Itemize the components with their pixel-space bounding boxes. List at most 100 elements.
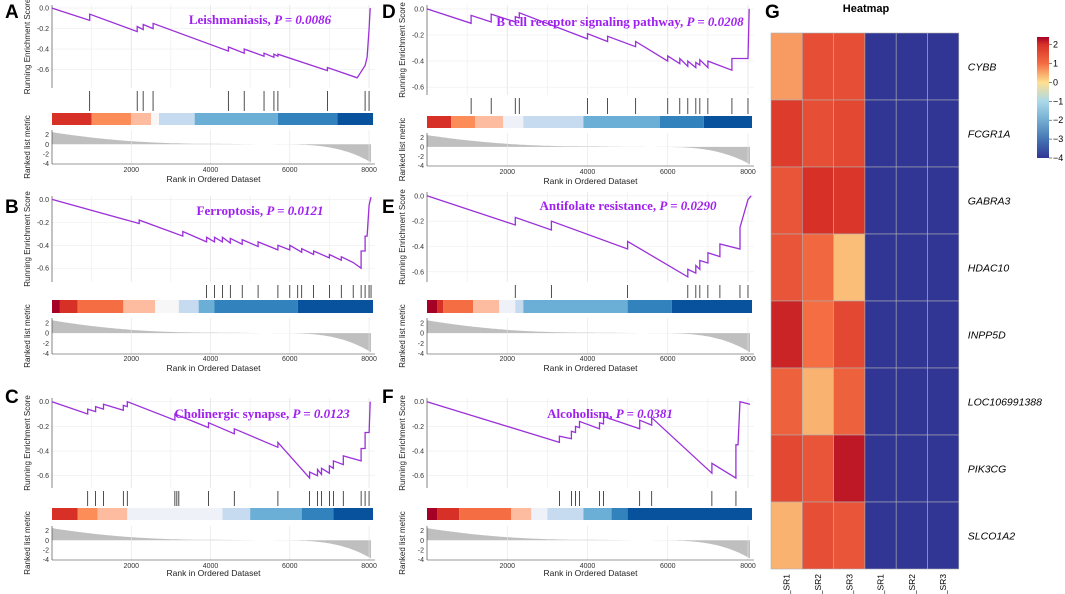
rank-colorbar-segment [77,508,98,520]
panel-letter: F [382,387,394,408]
heatmap-cell [833,300,866,369]
x-tick-label: 8000 [361,563,377,570]
rank-colorbar-segment [659,116,704,128]
heatmap-panel: G Heatmap CYBB FCGR1A GABRA3 HDAC10 INPP5D LOC1… [765,2,1063,594]
y-axis-title-es: Running Enrichment Score [23,0,32,94]
panel-letter: E [382,197,395,218]
gsea-panel-c: C 0.0 -0.2 -0.4 -0.6 2 0 -2 -4 2000 4000 6000 8000 Ra… [5,387,377,578]
es-tick-label: -0.6 [412,85,424,92]
rank-colorbar-segment [671,300,752,313]
heatmap-row-label: INPP5D [968,330,1006,342]
chart-title-p: P = 0.0208 [687,14,745,29]
heatmap-col-label: P_SR1 [876,574,886,594]
panel-letter: B [5,197,19,218]
rank-colorbar-segment [547,508,584,520]
heatmap-cell [864,166,897,235]
es-tick-label: -0.4 [412,244,424,251]
heatmap-cell [801,367,834,436]
x-tick-label: 2000 [499,169,515,176]
metric-tick-label: -2 [418,547,424,554]
heatmap-cell [927,32,960,101]
y-axis-title-metric: Ranked list metric [398,304,407,368]
heatmap-cell [833,367,866,436]
chart-title-name: Antifolate resistance, [539,198,659,213]
rank-colorbar-segment [123,300,156,313]
rank-colorbar-segment [515,300,524,313]
y-axis-title-metric: Ranked list metric [398,511,407,575]
rank-colorbar-segment [475,116,504,128]
metric-tick-label: 2 [420,320,424,327]
es-tick-label: -0.2 [412,219,424,226]
metric-tick-label: 2 [45,132,49,139]
es-tick-label: 0.0 [39,197,49,204]
rank-colorbar-segment [333,508,374,520]
heatmap-cell [801,501,834,570]
es-tick-label: -0.2 [412,33,424,40]
x-tick-label: 8000 [740,356,756,363]
heatmap-cell [927,166,960,235]
rank-colorbar-segment [250,508,302,520]
rank-colorbar-segment [297,300,374,313]
rank-colorbar-segment [427,508,438,520]
running-es-line [426,400,751,480]
y-axis-title-es: Running Enrichment Score [398,395,407,491]
x-tick-label: 2000 [123,563,139,570]
heatmap-cell [927,367,960,436]
metric-tick-label: -4 [418,557,424,564]
rank-colorbar-segment [194,113,278,125]
rank-colorbar-segment [155,300,179,313]
heatmap-cell [770,300,803,369]
metric-tick-label: -2 [43,151,49,158]
metric-tick-label: 0 [420,331,424,338]
x-axis-title: Rank in Ordered Dataset [166,363,261,373]
heatmap-cell [864,501,897,570]
panel-letter: C [5,387,19,408]
x-tick-label: 4000 [580,356,596,363]
rank-colorbar-segment [97,508,128,520]
rank-colorbar-segment [627,508,752,520]
es-tick-label: -0.6 [37,266,49,273]
x-tick-label: 2000 [123,356,139,363]
x-tick-label: 4000 [203,356,219,363]
heatmap-cell [895,166,928,235]
panel-letter: A [5,2,19,23]
rank-colorbar-segment [301,508,334,520]
legend-tick-label: −2 [1053,115,1063,125]
heatmap-col-label: F_SR1 [782,574,792,594]
rank-colorbar-segment [77,300,124,313]
rank-colorbar-segment [222,508,251,520]
metric-tick-label: -4 [43,351,49,358]
chart-title-name: Cholinergic synapse, [174,406,292,421]
rank-colorbar-segment [499,300,516,313]
gsea-panel-b: B 0.0 -0.2 -0.4 -0.6 2 0 -2 -4 2000 4000 6000 8000 Ra… [5,191,377,373]
legend-tick-label: 1 [1053,58,1058,68]
heatmap-row-label: HDAC10 [968,263,1010,275]
heatmap-col-label: P_SR3 [938,574,948,594]
heatmap-cell [801,233,834,302]
rank-colorbar-segment [703,116,752,128]
heatmap-row-label: SLCO1A2 [968,531,1015,543]
heatmap-cell [927,300,960,369]
metric-tick-label: 2 [45,528,49,535]
es-tick-label: -0.2 [37,424,49,431]
heatmap-cell [927,434,960,503]
metric-tick-label: 2 [420,135,424,142]
ranked-metric-area [52,320,372,353]
x-tick-label: 8000 [740,169,756,176]
y-axis-title-metric: Ranked list metric [23,511,32,575]
es-tick-label: -0.6 [412,473,424,480]
ranked-metric-area [427,135,750,165]
rank-colorbar-segment [337,113,374,125]
es-tick-label: 0.0 [39,6,49,13]
heatmap-cell [770,166,803,235]
x-tick-label: 8000 [740,563,756,570]
rank-colorbar-segment [427,300,438,313]
chart-title: Alcoholism, P = 0.0381 [547,406,673,421]
heatmap-row-label: FCGR1A [968,129,1011,141]
y-axis-title-metric: Ranked list metric [23,304,32,368]
ranked-metric-area [52,528,372,559]
rank-colorbar-segment [198,300,215,313]
rank-colorbar-segment [151,113,160,125]
y-axis-title-es: Running Enrichment Score [398,189,407,285]
x-tick-label: 4000 [203,167,219,174]
